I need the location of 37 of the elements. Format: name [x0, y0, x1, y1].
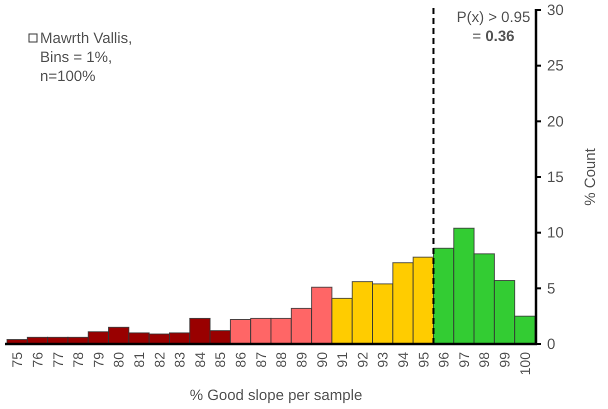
y-tick-label: 0 — [547, 336, 556, 353]
x-axis-title: % Good slope per sample — [190, 387, 362, 404]
y-tick-label: 30 — [547, 2, 564, 19]
x-tick-label: 94 — [395, 352, 411, 368]
x-tick-label: 86 — [232, 352, 249, 368]
x-tick-label: 84 — [192, 352, 208, 368]
x-tick-label: 87 — [252, 352, 269, 368]
x-tick-label: 99 — [496, 352, 513, 368]
x-tick-label: 96 — [436, 352, 452, 368]
x-tick-label: 98 — [476, 352, 492, 368]
x-tick-label: 75 — [9, 352, 26, 368]
x-tick-label: 76 — [29, 352, 46, 368]
x-tick-label: 90 — [314, 352, 330, 368]
y-tick-label: 25 — [547, 58, 564, 75]
x-tick-label: 83 — [172, 352, 188, 368]
x-tick-label: 97 — [456, 352, 472, 368]
x-tick-label: 88 — [273, 352, 290, 368]
x-tick-label: 100 — [516, 352, 533, 376]
y-tick-label: 5 — [547, 280, 556, 298]
x-tick-label: 91 — [334, 352, 350, 368]
x-tick-label: 85 — [212, 352, 228, 368]
y-tick-label: 15 — [547, 169, 564, 186]
x-tick-label: 81 — [131, 352, 147, 368]
x-tick-label: 77 — [50, 352, 66, 368]
x-tick-label: 93 — [374, 352, 391, 368]
x-tick-label: 89 — [293, 352, 310, 368]
x-tick-label: 78 — [70, 352, 86, 368]
y-tick-label: 10 — [547, 224, 564, 242]
x-tick-label: 80 — [110, 352, 127, 368]
x-tick-label: 95 — [415, 352, 432, 368]
annotation: P(x) > 0.95 = 0.36 — [456, 9, 530, 45]
y-axis-title: % Count — [582, 147, 599, 206]
x-tick-label: 82 — [151, 352, 168, 368]
annotation: Mawrth Vallis, Bins = 1%, n=100% — [40, 30, 132, 85]
x-tick-label: 79 — [90, 352, 106, 368]
x-tick-label: 92 — [354, 352, 370, 368]
y-tick-label: 20 — [547, 113, 564, 130]
